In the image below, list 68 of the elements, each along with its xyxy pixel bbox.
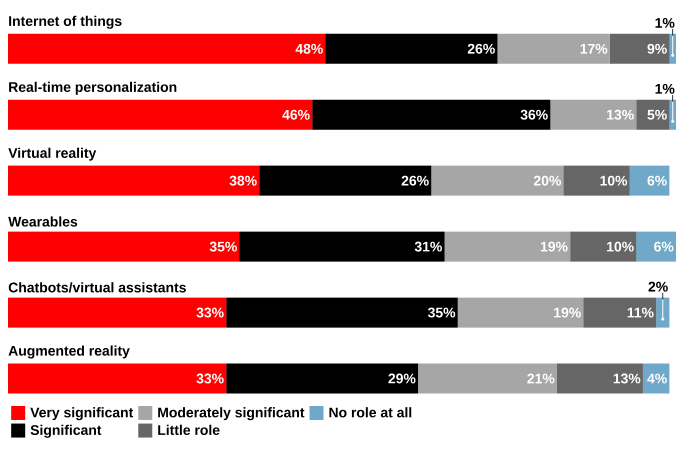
bar (312, 100, 550, 130)
bar (226, 298, 458, 328)
data-label: 26% (402, 176, 429, 186)
bar (550, 100, 636, 130)
data-label: 33% (196, 308, 224, 318)
legend-label: Moderately significant (158, 407, 304, 420)
data-label: 21% (527, 374, 554, 384)
legend-label: Very significant (30, 407, 134, 420)
data-label: 33% (196, 374, 224, 384)
bar (564, 166, 630, 196)
data-label: 5% (647, 110, 667, 120)
y-tick-label: Virtual reality (8, 148, 96, 161)
y-tick-label: Chatbots/virtual assistants (8, 282, 186, 293)
bar (8, 232, 240, 262)
bar (570, 232, 636, 262)
bar (8, 364, 226, 394)
data-label: 19% (554, 308, 581, 318)
bar (8, 34, 326, 64)
data-label: 29% (388, 374, 416, 384)
bar (259, 166, 432, 196)
bar (8, 166, 260, 196)
data-label: 26% (468, 44, 495, 54)
data-label: 1% (656, 84, 674, 94)
data-label: 35% (428, 308, 456, 318)
bar (636, 100, 670, 130)
legend-label: No role at all (329, 407, 412, 418)
bar (630, 166, 670, 196)
bar (458, 298, 584, 328)
data-label: 6% (654, 242, 674, 252)
bar (583, 298, 656, 328)
y-tick-label: Augmented reality (8, 345, 130, 359)
bar (636, 232, 676, 262)
bar (444, 232, 570, 262)
y-tick-label: Wearables (8, 216, 78, 227)
data-label: 17% (580, 44, 608, 54)
data-label: 10% (600, 176, 628, 186)
data-label: 10% (607, 242, 634, 252)
data-label: 11% (628, 308, 654, 318)
legend-label: Significant (30, 424, 102, 438)
data-label: 9% (648, 44, 667, 54)
data-label: 1% (656, 18, 674, 28)
data-label: 35% (210, 242, 237, 252)
bar (610, 34, 670, 64)
data-label: 6% (648, 176, 667, 186)
data-label: 4% (647, 374, 667, 384)
data-label: 31% (414, 242, 442, 252)
bar (8, 100, 312, 130)
bar (497, 34, 610, 64)
bar (556, 364, 643, 394)
bar (418, 364, 557, 394)
data-label: 13% (607, 110, 634, 120)
bar (239, 232, 445, 262)
data-label: 46% (282, 110, 310, 120)
data-label: 13% (614, 374, 640, 384)
bar (325, 34, 498, 64)
bar (226, 364, 418, 394)
data-label: 38% (230, 176, 257, 186)
bar (8, 298, 226, 328)
data-label: 19% (540, 242, 568, 252)
data-label: 36% (520, 110, 548, 120)
y-tick-label: Real-time personalization (9, 82, 176, 95)
data-label: 2% (648, 282, 668, 292)
bar (431, 166, 564, 196)
data-label: 48% (296, 44, 323, 54)
data-label: 20% (534, 176, 561, 186)
y-tick-label: Internet of things (9, 16, 122, 29)
legend-label: Little role (158, 424, 220, 436)
bar (656, 298, 670, 328)
